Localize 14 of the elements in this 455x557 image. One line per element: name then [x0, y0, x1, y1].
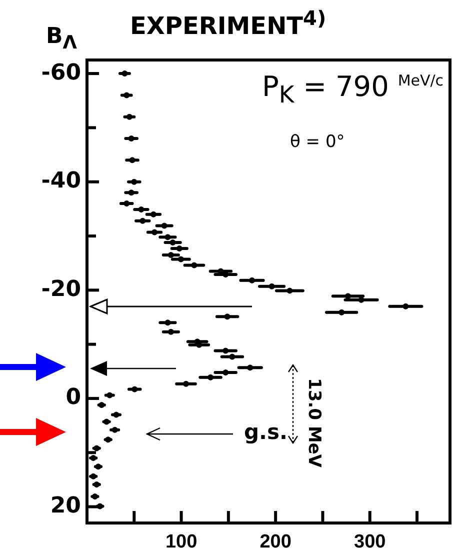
y-tick-label: -20 — [41, 276, 81, 302]
annotation: θ = 0° — [290, 132, 345, 152]
annotation: g.s. — [244, 420, 288, 444]
y-tick-label: -40 — [41, 168, 81, 194]
y-tick-label: 20 — [50, 493, 81, 518]
y-tick-label: -60 — [41, 60, 81, 86]
chart-title: EXPERIMENT$^{4)}$ — [130, 6, 326, 40]
x-tick-label: 200 — [260, 532, 292, 553]
y-tick-label: 0 — [66, 385, 81, 410]
x-tick-label: 300 — [354, 532, 386, 553]
x-tick-label: 100 — [165, 532, 198, 553]
annotation: P$_{K}$ = 790 $^{MeV/c}$ — [262, 70, 444, 109]
y-axis-title: B$_{Λ}$ — [46, 24, 77, 54]
annotation: 13.0 MeV — [304, 378, 324, 468]
